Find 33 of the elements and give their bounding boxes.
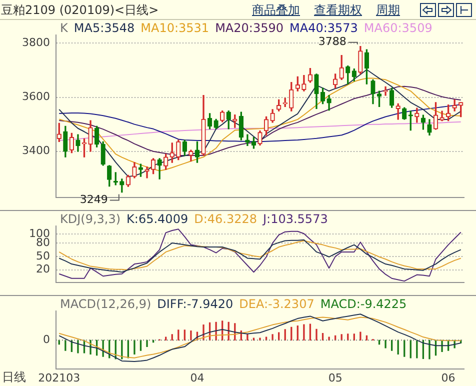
text: 豆粕2109 (020109)<日线> [1,2,159,19]
chart-title: K [60,21,68,35]
text: MA60:3509 [364,21,432,35]
y-tick-label: 3600 [22,90,50,104]
text: MA20:3590 [215,21,284,35]
chart-title: KDJ(9,3,3) [60,212,121,226]
series-label: K:65.4009 [126,212,188,226]
series-label: D:46.3228 [194,212,257,226]
series-label: MACD:-9.4225 [320,297,407,311]
series-label: DEA:-3.2307 [239,297,314,311]
text: 商品叠加 [252,2,300,19]
y-tick-label: 20 [36,262,50,276]
text: MA5:3548 [74,21,135,35]
x-tick-label: 04 [190,371,204,384]
series-label: J:103.5573 [263,212,328,226]
text: 周期 [376,2,400,19]
chart-title: MACD(12,26,9) [60,297,152,311]
candlestick [383,86,388,96]
y-tick-label: 3400 [22,144,50,158]
text: MA10:3531 [140,21,210,35]
y-tick-label: 80 [36,236,50,249]
annotation: 3788 [318,35,346,48]
text: 日线 [2,369,26,386]
x-tick-label: 202103 [38,371,80,384]
text: MA40:3573 [290,21,358,35]
annotation: 3249 [80,193,108,206]
series-label: DIFF:-7.9420 [157,297,234,311]
ref-line-label: 0 [43,333,50,346]
y-tick-label: 3800 [22,36,50,49]
x-tick-label: 06 [441,371,456,384]
x-tick-label: 05 [328,371,342,384]
text: 查看期权 [314,2,362,19]
y-tick-label: 50 [36,249,50,262]
